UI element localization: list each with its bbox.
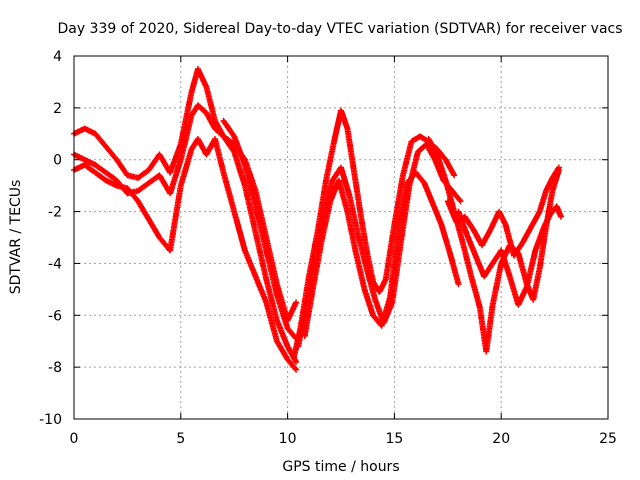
data-marks-track-4 bbox=[220, 117, 300, 342]
data-series-track-10 bbox=[455, 203, 564, 308]
chart-title: Day 339 of 2020, Sidereal Day-to-day VTE… bbox=[57, 21, 622, 37]
x-axis-label: GPS time / hours bbox=[282, 459, 399, 475]
data-marks-track-7 bbox=[301, 169, 462, 339]
y-tick-label: -4 bbox=[48, 256, 62, 272]
y-tick-labels: -10 -8 -6 -4 -2 0 2 4 bbox=[39, 49, 62, 428]
data-marks-track-6 bbox=[295, 141, 464, 350]
y-tick-label: -6 bbox=[48, 308, 62, 324]
x-tick-label: 0 bbox=[70, 431, 79, 447]
y-tick-label: -8 bbox=[48, 360, 62, 376]
y-tick-label: -2 bbox=[48, 205, 62, 221]
x-tick-label: 5 bbox=[176, 431, 185, 447]
x-tick-label: 15 bbox=[385, 431, 403, 447]
y-tick-label: -10 bbox=[39, 412, 62, 428]
axis-ticks bbox=[73, 55, 609, 420]
data-series-track-4 bbox=[220, 117, 300, 342]
y-tick-label: 4 bbox=[53, 49, 62, 65]
data-points bbox=[71, 66, 564, 373]
y-tick-label: 0 bbox=[53, 153, 62, 169]
data-series-track-6 bbox=[295, 141, 464, 350]
x-tick-label: 20 bbox=[492, 431, 510, 447]
y-tick-label: 2 bbox=[53, 101, 62, 117]
plot-frame bbox=[73, 55, 609, 420]
x-tick-labels: 0 5 10 15 20 25 bbox=[70, 431, 617, 447]
x-tick-label: 10 bbox=[279, 431, 297, 447]
data-series-track-7 bbox=[301, 169, 462, 339]
y-axis-label: SDTVAR / TECUs bbox=[8, 180, 24, 295]
data-marks-track-10 bbox=[455, 203, 564, 308]
x-tick-label: 25 bbox=[599, 431, 617, 447]
